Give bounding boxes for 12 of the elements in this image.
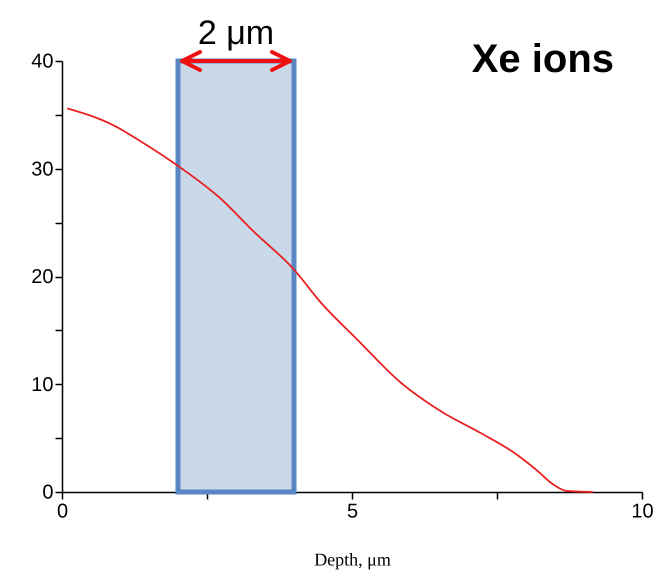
y-tick-label: 20 bbox=[31, 266, 54, 288]
y-tick-label: 10 bbox=[31, 374, 54, 396]
y-tick-label: 0 bbox=[42, 482, 54, 504]
y-tick-label: 40 bbox=[31, 50, 54, 72]
x-tick-label: 5 bbox=[346, 500, 358, 522]
y-tick-label: 30 bbox=[31, 158, 54, 180]
x-axis-title: Depth, μm bbox=[314, 550, 391, 570]
annotation: Xe ions bbox=[472, 37, 614, 81]
band-label: 2 μm bbox=[198, 14, 274, 52]
x-tick-label: 0 bbox=[56, 500, 68, 522]
line-series bbox=[66, 108, 594, 493]
x-tick-label: 10 bbox=[631, 500, 654, 522]
